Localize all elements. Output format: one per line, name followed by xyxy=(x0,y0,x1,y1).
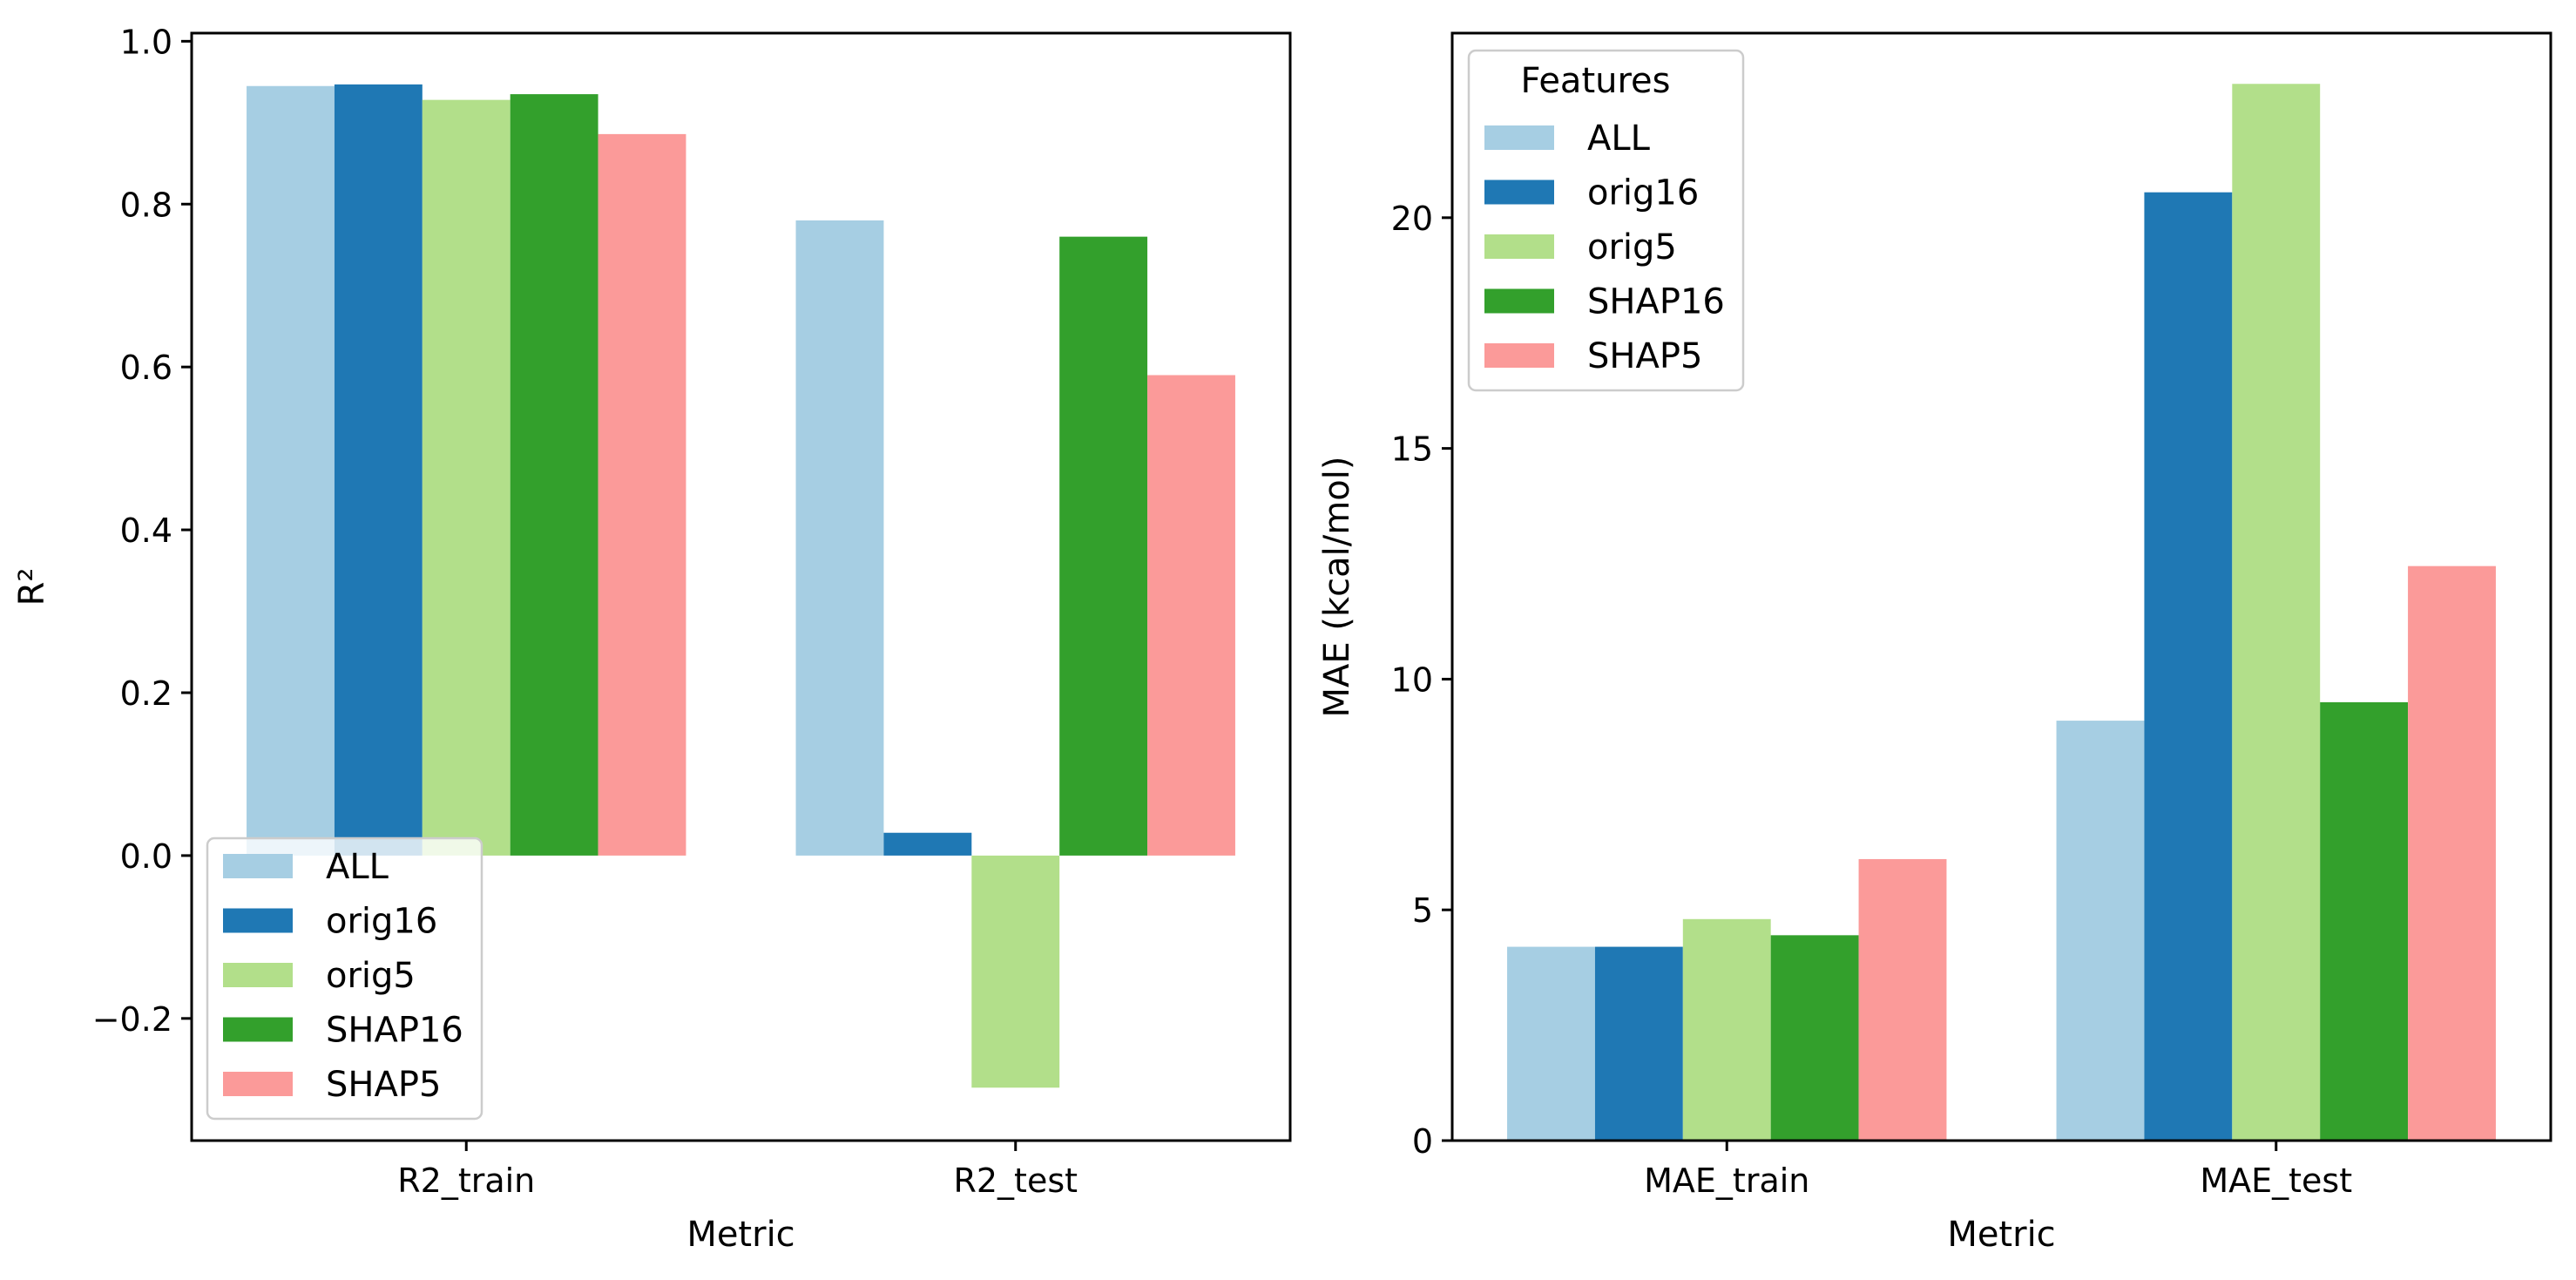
y-tick-label: 20 xyxy=(1391,200,1433,238)
x-axis-label: Metric xyxy=(1947,1215,2055,1255)
legend-label-orig5: orig5 xyxy=(1587,227,1677,268)
legend: ALL orig16 orig5 SHAP16 SHAP5 xyxy=(206,836,483,1121)
bar-ALL-R2_test xyxy=(795,220,884,856)
y-tick-label: 0.8 xyxy=(120,186,172,224)
y-tick-label: 0.4 xyxy=(120,511,172,550)
bar-SHAP5-R2_train xyxy=(598,133,686,856)
y-tick-label: 15 xyxy=(1391,430,1433,469)
legend: Features ALL orig16 orig5 SHAP16 SHAP5 xyxy=(1467,49,1745,392)
legend-label-ALL: ALL xyxy=(1587,119,1651,159)
bar-orig5-R2_test xyxy=(971,855,1060,1088)
legend-label-ALL: ALL xyxy=(326,847,389,887)
bar-SHAP5-MAE_test xyxy=(2408,566,2496,1141)
bar-SHAP16-MAE_test xyxy=(2320,701,2409,1141)
y-tick-label: 10 xyxy=(1391,660,1433,699)
legend-label-SHAP5: SHAP5 xyxy=(1587,336,1702,376)
bar-SHAP5-R2_test xyxy=(1147,375,1235,856)
legend-swatch-ALL xyxy=(1484,125,1554,150)
legend-label-SHAP16: SHAP16 xyxy=(1587,282,1725,322)
legend-label-SHAP16: SHAP16 xyxy=(326,1011,463,1051)
y-tick-label: 0 xyxy=(1412,1122,1433,1161)
bar-SHAP16-R2_test xyxy=(1059,236,1148,856)
legend-swatch-ALL xyxy=(223,854,293,878)
y-tick-label: 0.0 xyxy=(120,837,172,876)
bar-orig5-MAE_train xyxy=(1682,918,1771,1141)
bar-ALL-R2_train xyxy=(247,85,335,856)
bar-orig16-MAE_train xyxy=(1594,946,1683,1141)
bar-orig16-MAE_test xyxy=(2144,192,2233,1141)
x-axis-label: Metric xyxy=(686,1215,794,1255)
x-tick-label: R2_test xyxy=(953,1161,1078,1200)
legend-swatch-SHAP16 xyxy=(223,1017,293,1042)
y-tick-label: 0.2 xyxy=(120,674,172,713)
y-axis-label: R² xyxy=(12,568,52,606)
legend-swatch-orig5 xyxy=(1484,234,1554,259)
axes-frame xyxy=(190,31,1292,1142)
legend-label-orig5: orig5 xyxy=(326,956,416,996)
legend-swatch-orig16 xyxy=(1484,179,1554,205)
legend-swatch-orig16 xyxy=(223,908,293,933)
legend-label-orig16: orig16 xyxy=(326,902,437,942)
x-tick-label: MAE_test xyxy=(2200,1161,2352,1200)
bar-orig16-R2_train xyxy=(334,84,423,856)
legend-swatch-orig5 xyxy=(223,963,293,987)
y-tick-label: 1.0 xyxy=(120,23,172,61)
chart-panel-2: 0 5 10 15 20 MAE_train MAE_test Metric MAE (kcal… xyxy=(1317,31,2552,1255)
legend-swatch-SHAP5 xyxy=(1484,343,1554,368)
y-tick-label: 5 xyxy=(1412,891,1433,930)
x-tick-label: R2_train xyxy=(397,1161,535,1200)
bar-ALL-MAE_test xyxy=(2056,721,2145,1141)
chart-panel-1: −0.2 0.0 0.2 0.4 0.6 0.8 1.0 R2_train R2_test Met… xyxy=(12,23,1292,1255)
y-axis-label: MAE (kcal/mol) xyxy=(1317,457,1357,718)
axes-frame xyxy=(1450,31,2552,1142)
legend-swatch-SHAP5 xyxy=(223,1072,293,1096)
y-tick-label: −0.2 xyxy=(92,1000,172,1039)
bar-SHAP16-MAE_train xyxy=(1770,935,1859,1141)
legend-title: Features xyxy=(1521,61,1671,101)
bar-ALL-MAE_train xyxy=(1507,946,1595,1141)
bar-orig5-MAE_test xyxy=(2232,84,2321,1141)
bar-orig5-R2_train xyxy=(422,99,510,856)
legend-label-SHAP5: SHAP5 xyxy=(326,1065,441,1105)
bar-SHAP16-R2_train xyxy=(510,94,598,856)
bar-orig16-R2_test xyxy=(883,832,972,856)
y-tick-label: 0.6 xyxy=(120,349,172,387)
x-tick-label: MAE_train xyxy=(1644,1161,1809,1200)
legend-label-orig16: orig16 xyxy=(1587,173,1699,213)
legend-swatch-SHAP16 xyxy=(1484,288,1554,314)
bar-SHAP5-MAE_train xyxy=(1858,858,1947,1141)
